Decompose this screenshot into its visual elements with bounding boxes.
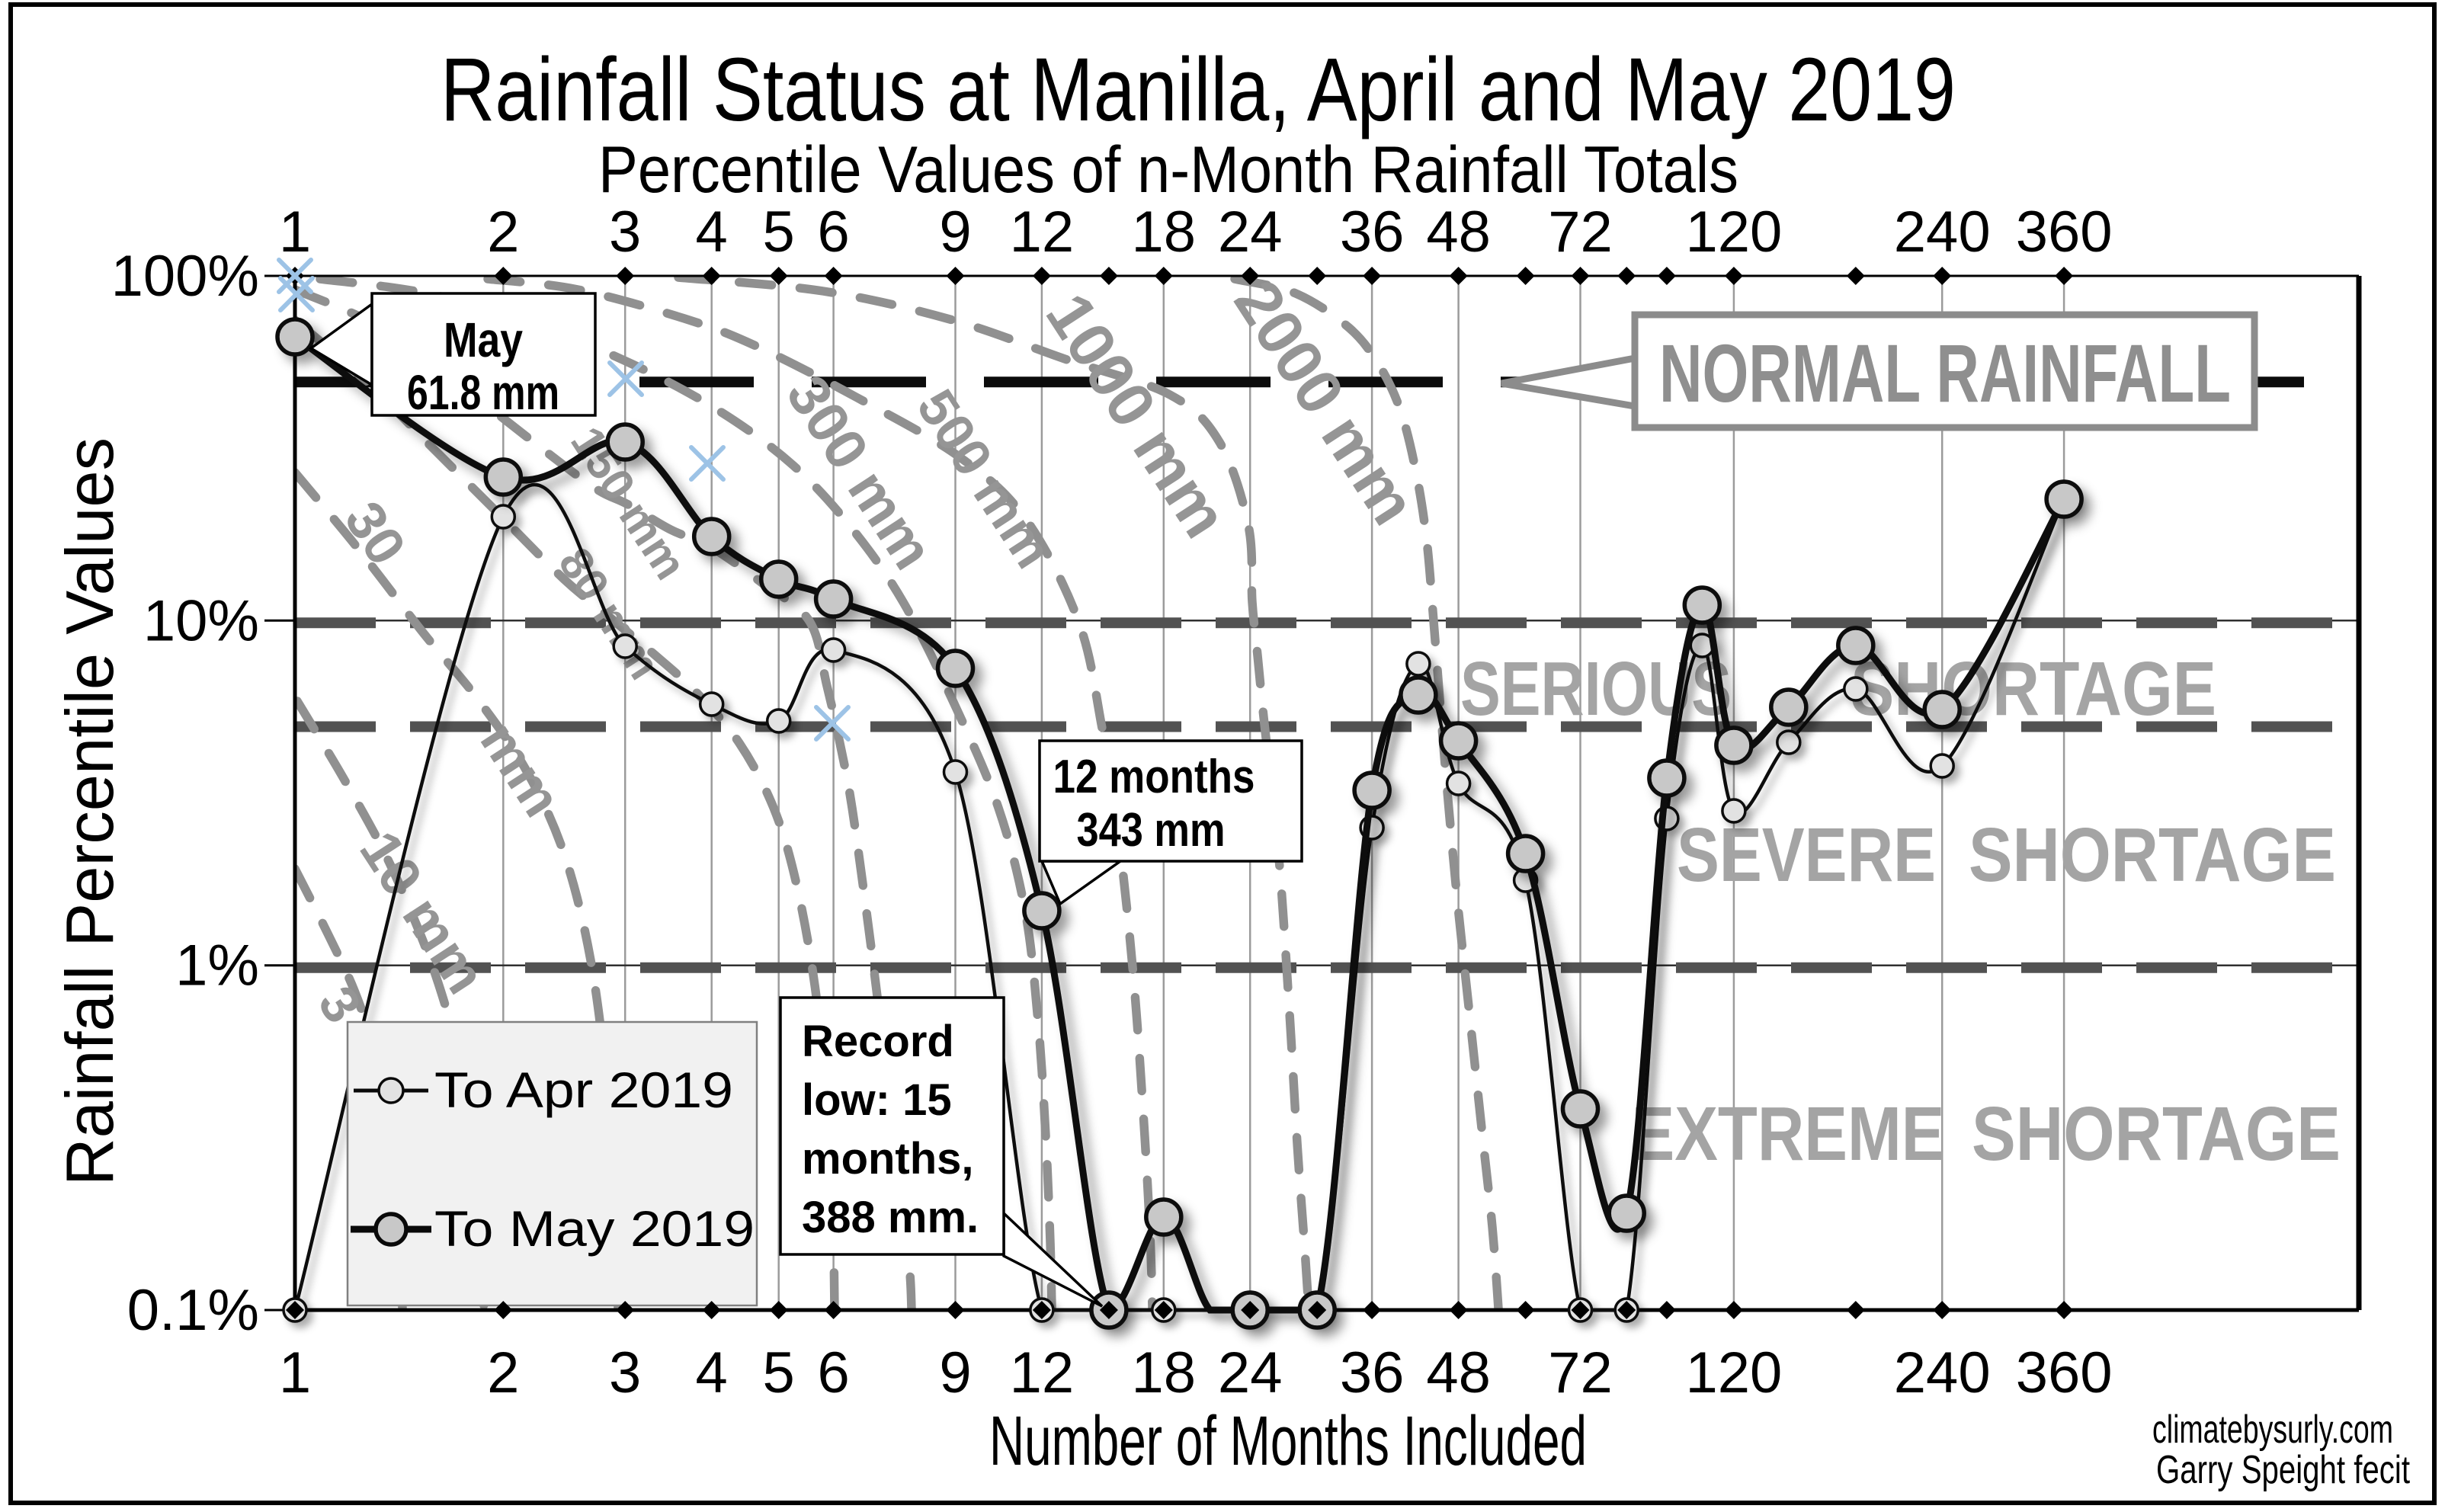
svg-text:360: 360 bbox=[2016, 200, 2113, 264]
svg-text:36: 36 bbox=[1340, 200, 1405, 264]
svg-text:Rainfall Status at Manilla, Ap: Rainfall Status at Manilla, April and Ma… bbox=[441, 40, 1956, 140]
svg-text:May: May bbox=[444, 312, 523, 367]
svg-text:120: 120 bbox=[1685, 200, 1782, 264]
svg-text:72: 72 bbox=[1548, 200, 1613, 264]
svg-text:24: 24 bbox=[1218, 1341, 1283, 1405]
svg-text:61.8 mm: 61.8 mm bbox=[407, 365, 559, 420]
svg-text:18: 18 bbox=[1132, 1341, 1197, 1405]
svg-text:SHORTAGE: SHORTAGE bbox=[1972, 1091, 2341, 1177]
svg-text:9: 9 bbox=[939, 200, 971, 264]
svg-text:3: 3 bbox=[609, 1341, 641, 1405]
svg-text:4: 4 bbox=[696, 1341, 728, 1405]
svg-text:months,: months, bbox=[802, 1134, 974, 1184]
svg-text:SHORTAGE: SHORTAGE bbox=[1851, 646, 2216, 732]
svg-text:6: 6 bbox=[817, 1341, 849, 1405]
svg-text:48: 48 bbox=[1426, 1341, 1491, 1405]
svg-text:388 mm.: 388 mm. bbox=[802, 1193, 979, 1242]
svg-text:9: 9 bbox=[939, 1341, 971, 1405]
svg-text:240: 240 bbox=[1894, 1341, 1991, 1405]
svg-text:24: 24 bbox=[1218, 200, 1283, 264]
svg-text:To May 2019: To May 2019 bbox=[434, 1200, 755, 1257]
svg-text:Rainfall Percentile Values: Rainfall Percentile Values bbox=[52, 437, 127, 1186]
svg-text:Percentile Values of n-Month R: Percentile Values of n-Month Rainfall To… bbox=[598, 133, 1738, 207]
svg-text:SHORTAGE: SHORTAGE bbox=[1969, 812, 2336, 898]
svg-text:18: 18 bbox=[1132, 200, 1197, 264]
svg-text:360: 360 bbox=[2016, 1341, 2113, 1405]
svg-text:100%: 100% bbox=[111, 244, 259, 309]
svg-text:SEVERE: SEVERE bbox=[1677, 812, 1936, 898]
svg-text:72: 72 bbox=[1548, 1341, 1613, 1405]
svg-text:climatebysurly.com: climatebysurly.com bbox=[2152, 1408, 2393, 1452]
svg-text:Garry Speight fecit: Garry Speight fecit bbox=[2156, 1448, 2410, 1492]
svg-text:EXTREME: EXTREME bbox=[1632, 1091, 1945, 1177]
svg-text:10%: 10% bbox=[143, 588, 259, 653]
svg-text:48: 48 bbox=[1426, 200, 1491, 264]
svg-text:1%: 1% bbox=[175, 934, 259, 998]
svg-text:Record: Record bbox=[802, 1017, 954, 1066]
svg-text:2: 2 bbox=[487, 200, 519, 264]
svg-text:12: 12 bbox=[1010, 200, 1075, 264]
svg-text:0.1%: 0.1% bbox=[127, 1278, 259, 1343]
svg-text:5: 5 bbox=[763, 200, 795, 264]
svg-text:To Apr 2019: To Apr 2019 bbox=[434, 1062, 733, 1118]
svg-text:3: 3 bbox=[609, 200, 641, 264]
svg-text:2: 2 bbox=[487, 1341, 519, 1405]
svg-text:6: 6 bbox=[817, 200, 849, 264]
svg-text:low: 15: low: 15 bbox=[802, 1075, 952, 1125]
svg-text:240: 240 bbox=[1894, 200, 1991, 264]
svg-text:4: 4 bbox=[696, 200, 728, 264]
svg-text:NORMAL RAINFALL: NORMAL RAINFALL bbox=[1659, 327, 2231, 419]
svg-text:1: 1 bbox=[279, 1341, 311, 1405]
svg-text:5: 5 bbox=[763, 1341, 795, 1405]
svg-text:12 months: 12 months bbox=[1053, 751, 1255, 803]
svg-text:SERIOUS: SERIOUS bbox=[1460, 646, 1732, 732]
svg-text:120: 120 bbox=[1685, 1341, 1782, 1405]
svg-text:1: 1 bbox=[279, 200, 311, 264]
svg-text:343 mm: 343 mm bbox=[1077, 804, 1226, 857]
svg-text:Number of Months Included: Number of Months Included bbox=[989, 1402, 1587, 1480]
svg-text:12: 12 bbox=[1010, 1341, 1075, 1405]
svg-text:36: 36 bbox=[1340, 1341, 1405, 1405]
